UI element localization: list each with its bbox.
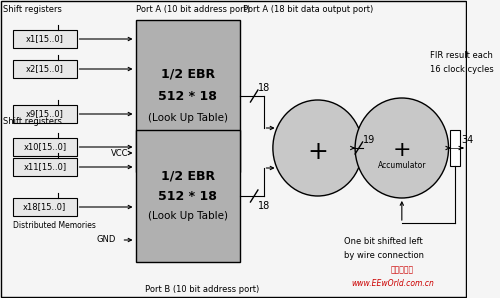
Text: 512 * 18: 512 * 18 <box>158 89 218 103</box>
Text: x1[15..0]: x1[15..0] <box>26 35 64 44</box>
Text: GND: GND <box>96 235 116 244</box>
Bar <box>13 198 76 216</box>
Text: (Look Up Table): (Look Up Table) <box>148 211 228 221</box>
Bar <box>450 130 460 166</box>
Text: Accumulator: Accumulator <box>378 162 426 170</box>
Text: 16 clock cycles: 16 clock cycles <box>430 66 494 74</box>
Text: 1/2 EBR: 1/2 EBR <box>161 68 215 80</box>
Text: by wire connection: by wire connection <box>344 252 424 260</box>
Circle shape <box>273 100 362 196</box>
Text: 1/2 EBR: 1/2 EBR <box>161 170 215 182</box>
Text: 19: 19 <box>362 135 375 145</box>
Bar <box>136 20 240 172</box>
Text: 512 * 18: 512 * 18 <box>158 190 218 203</box>
Text: FIR result each: FIR result each <box>430 50 492 60</box>
Text: Port B (10 bit address port): Port B (10 bit address port) <box>145 285 259 294</box>
Text: Port A (10 bit address port): Port A (10 bit address port) <box>136 5 250 15</box>
Bar <box>13 60 76 78</box>
Text: Distributed Memories: Distributed Memories <box>13 221 96 229</box>
Text: www.EEwOrld.com.cn: www.EEwOrld.com.cn <box>351 279 434 288</box>
Text: +: + <box>308 140 328 164</box>
Text: (Look Up Table): (Look Up Table) <box>148 113 228 123</box>
Bar <box>13 138 76 156</box>
Bar <box>136 130 240 262</box>
Bar <box>13 105 76 123</box>
Text: x11[15..0]: x11[15..0] <box>24 162 66 172</box>
Bar <box>13 30 76 48</box>
Text: Port A (18 bit data output port): Port A (18 bit data output port) <box>243 5 373 15</box>
Text: 电子工程网: 电子工程网 <box>390 266 413 274</box>
Text: 18: 18 <box>258 83 270 93</box>
Text: +: + <box>392 140 411 160</box>
Text: One bit shifted left: One bit shifted left <box>344 238 422 246</box>
Bar <box>13 158 76 176</box>
Text: 18: 18 <box>258 201 270 211</box>
Text: VCC: VCC <box>111 148 128 158</box>
Text: x18[15..0]: x18[15..0] <box>23 203 66 212</box>
Text: Shift registers: Shift registers <box>3 5 62 15</box>
Text: Shift registers: Shift registers <box>3 117 62 126</box>
Text: x9[15..0]: x9[15..0] <box>26 109 64 119</box>
Text: x10[15..0]: x10[15..0] <box>24 142 66 151</box>
Text: 34: 34 <box>462 135 474 145</box>
Circle shape <box>355 98 448 198</box>
Text: x2[15..0]: x2[15..0] <box>26 64 64 74</box>
